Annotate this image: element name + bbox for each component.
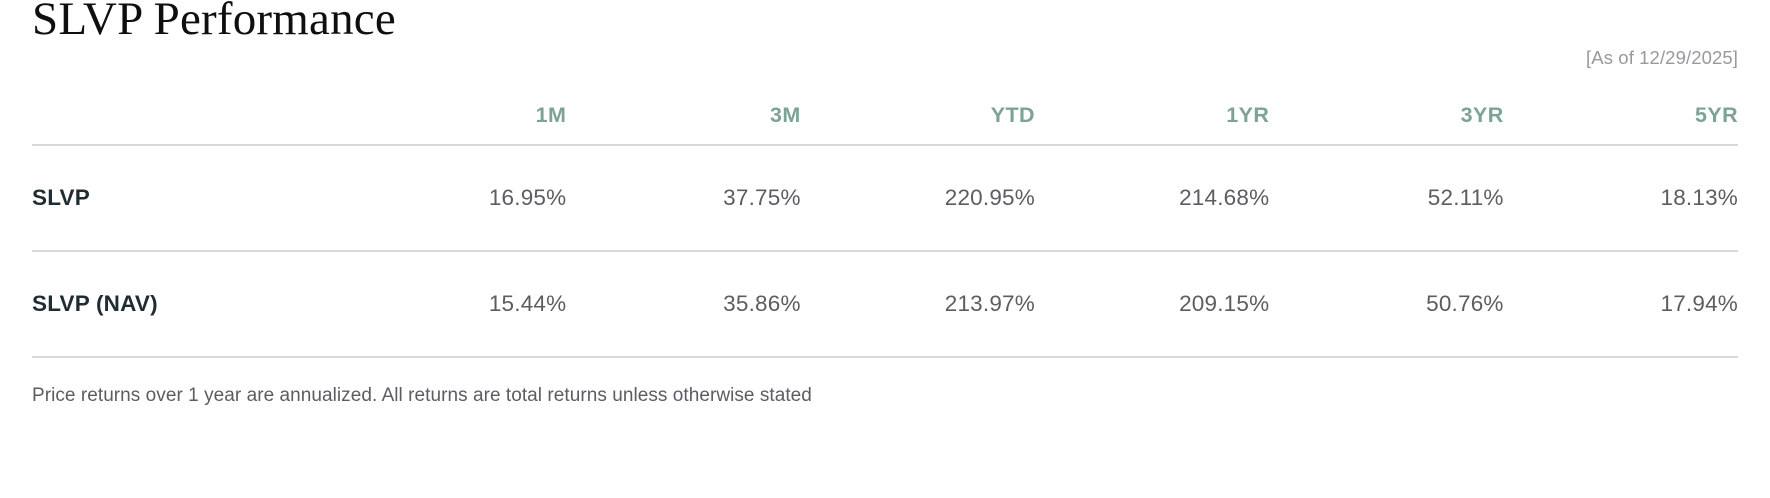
column-header-5yr: 5YR: [1694, 102, 1738, 127]
column-header-3m: 3M: [769, 102, 801, 127]
cell-slvp-nav-1m: 15.44%: [332, 250, 567, 357]
cell-slvp-ytd: 220.95%: [800, 144, 1035, 251]
cell-slvp-nav-3m: 35.86%: [566, 250, 801, 357]
as-of-date: [As of 12/29/2025]: [1586, 47, 1738, 68]
column-header-ytd: YTD: [990, 102, 1035, 127]
cell-slvp-3m: 37.75%: [566, 144, 801, 251]
column-header-3yr: 3YR: [1460, 102, 1504, 127]
table-row: SLVP 16.95% 37.75% 220.95% 214.68% 52.11…: [32, 144, 1738, 251]
panel-header: SLVP Performance [As of 12/29/2025]: [32, 0, 1738, 86]
row-label-slvp-nav: SLVP (NAV): [32, 250, 332, 357]
cell-slvp-nav-ytd: 213.97%: [800, 250, 1035, 357]
cell-slvp-nav-5yr: 17.94%: [1503, 250, 1738, 357]
performance-table: 1M 3M YTD 1YR 3YR 5YR SLVP 16.95% 37.75%…: [32, 86, 1738, 359]
cell-slvp-3yr: 52.11%: [1269, 144, 1504, 251]
footnote: Price returns over 1 year are annualized…: [32, 385, 812, 406]
column-header-label: [32, 86, 332, 145]
table-row: SLVP (NAV) 15.44% 35.86% 213.97% 209.15%…: [32, 250, 1738, 357]
table-header-row: 1M 3M YTD 1YR 3YR 5YR: [32, 86, 1738, 145]
column-header-1m: 1M: [535, 102, 567, 127]
cell-slvp-nav-3yr: 50.76%: [1269, 250, 1504, 357]
cell-slvp-1m: 16.95%: [332, 144, 567, 251]
table-body: SLVP 16.95% 37.75% 220.95% 214.68% 52.11…: [32, 144, 1738, 359]
table-head: 1M 3M YTD 1YR 3YR 5YR: [32, 86, 1738, 145]
cell-slvp-nav-1yr: 209.15%: [1034, 250, 1270, 357]
page-title: SLVP Performance: [32, 0, 396, 45]
row-label-slvp: SLVP: [32, 144, 332, 251]
cell-slvp-1yr: 214.68%: [1034, 144, 1270, 251]
cell-slvp-5yr: 18.13%: [1503, 144, 1738, 251]
column-header-1yr: 1YR: [1226, 102, 1270, 127]
